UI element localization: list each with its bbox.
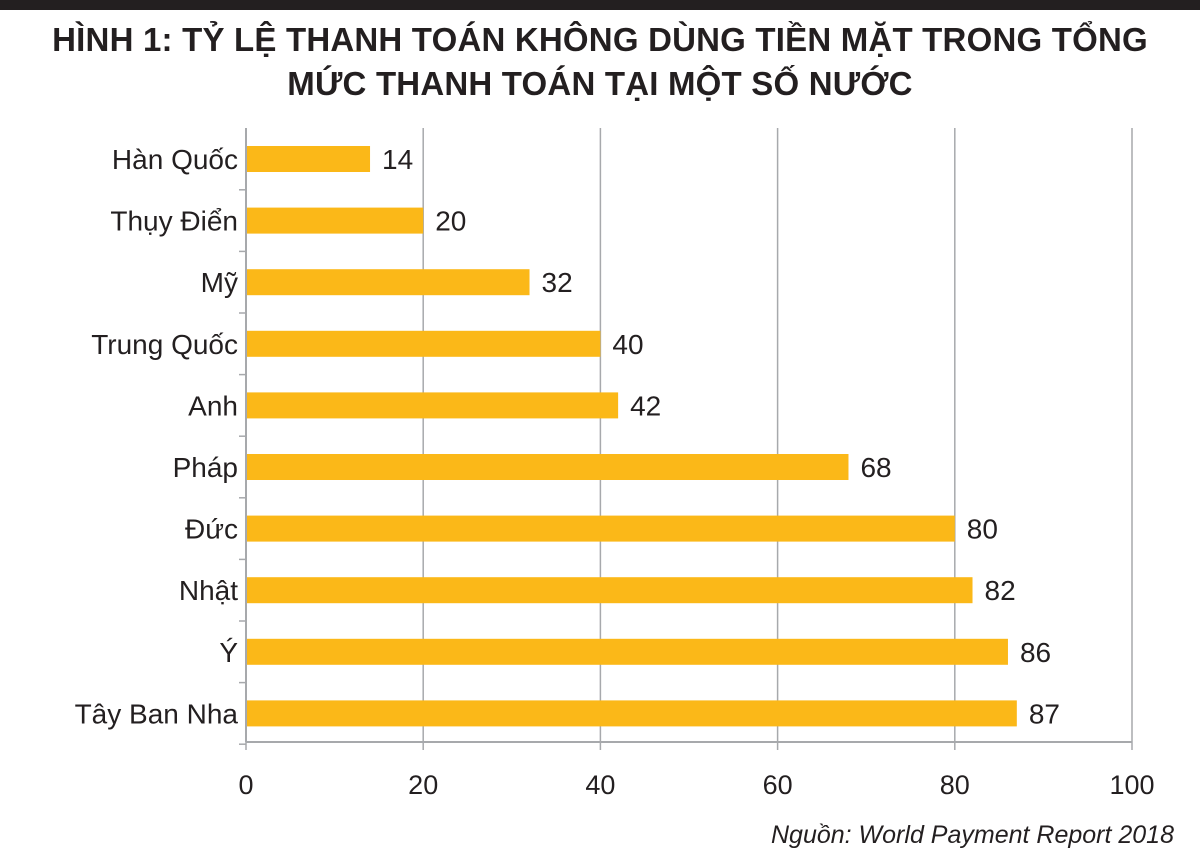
labels: 0 20 40 60 80 100 Hàn Quốc 14 Thụy Điển 20 Mỹ 32 Tru… [75, 144, 1155, 800]
source-note: Nguồn: World Payment Report 2018 [771, 821, 1174, 849]
data-label: 42 [630, 390, 661, 421]
bar-5 [247, 454, 849, 480]
category-label: Tây Ban Nha [75, 698, 239, 729]
data-label: 14 [382, 144, 413, 175]
chart-title-line-1: HÌNH 1: TỶ LỆ THANH TOÁN KHÔNG DÙNG TIỀN… [52, 21, 1148, 58]
category-label: Hàn Quốc [112, 144, 238, 175]
data-label: 86 [1020, 637, 1051, 668]
bar-6 [247, 515, 955, 542]
category-label: Pháp [173, 452, 238, 483]
axes [239, 128, 1133, 750]
bar-2 [247, 269, 530, 296]
category-label: Mỹ [201, 267, 238, 298]
data-label: 32 [542, 267, 573, 298]
data-label: 82 [985, 575, 1016, 606]
category-label: Ý [219, 637, 238, 668]
bar-0 [247, 146, 371, 172]
bar-7 [247, 577, 973, 604]
x-tick-label: 20 [408, 770, 438, 800]
bar-3 [247, 330, 601, 357]
data-label: 87 [1029, 698, 1060, 729]
category-label: Đức [185, 514, 238, 545]
top-rule [0, 0, 1200, 10]
data-label: 20 [435, 206, 466, 237]
x-tick-label: 40 [585, 770, 615, 800]
x-tick-label: 80 [940, 770, 970, 800]
category-label: Trung Quốc [91, 329, 238, 360]
chart-title-line-2: MỨC THANH TOÁN TẠI MỘT SỐ NƯỚC [287, 65, 913, 102]
bar-1 [247, 207, 424, 234]
data-label: 68 [860, 452, 891, 483]
chart-title: HÌNH 1: TỶ LỆ THANH TOÁN KHÔNG DÙNG TIỀN… [0, 18, 1200, 106]
bar-9 [247, 700, 1017, 727]
data-label: 80 [967, 514, 998, 545]
bar-8 [247, 638, 1008, 665]
category-label: Thụy Điển [110, 206, 238, 237]
category-label: Anh [188, 390, 238, 421]
bar-4 [247, 392, 619, 419]
bars [247, 146, 1017, 727]
category-label: Nhật [179, 575, 238, 606]
x-tick-label: 0 [238, 770, 253, 800]
x-tick-label: 60 [763, 770, 793, 800]
x-tick-label: 100 [1109, 770, 1154, 800]
data-label: 40 [612, 329, 643, 360]
